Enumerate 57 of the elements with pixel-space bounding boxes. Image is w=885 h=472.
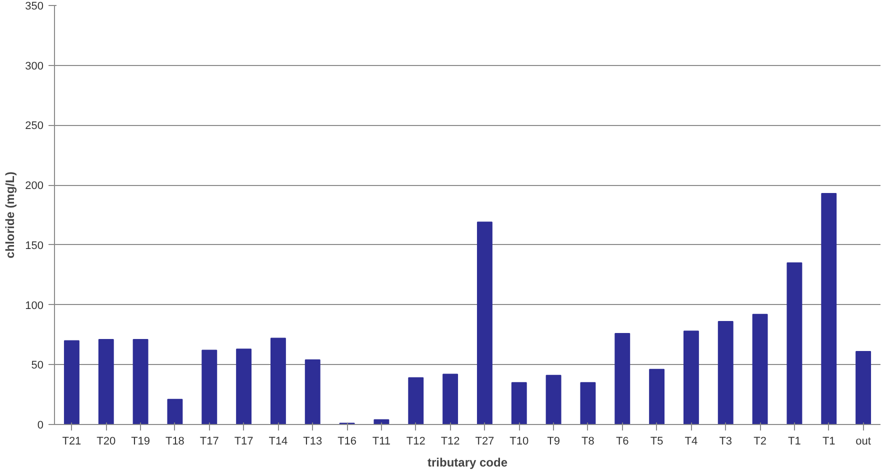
bar: [511, 382, 527, 424]
x-tick-label: T4: [684, 436, 698, 448]
bar: [132, 339, 148, 424]
x-tick-label: T19: [131, 436, 150, 448]
bar: [786, 262, 802, 424]
x-tick-label: T10: [510, 436, 529, 448]
bar: [236, 348, 252, 424]
bar: [856, 350, 872, 424]
bar: [752, 314, 768, 424]
bar: [476, 222, 492, 424]
x-tick-label: T16: [338, 436, 357, 448]
x-tick-label: T27: [475, 436, 494, 448]
bar: [374, 419, 390, 424]
x-tick-label: out: [856, 436, 871, 448]
bar: [821, 192, 837, 424]
x-tick-label: T8: [582, 436, 594, 448]
x-tick-label: T20: [96, 436, 116, 448]
bar: [546, 374, 562, 424]
y-tick-label: 50: [31, 360, 44, 372]
x-tick-label: T6: [616, 436, 629, 448]
x-tick-label: T17: [234, 436, 254, 448]
y-tick-label: 150: [25, 240, 44, 252]
bar: [304, 359, 320, 424]
x-tick-label: T17: [200, 436, 219, 448]
bar: [270, 338, 286, 424]
x-tick-label: T18: [165, 436, 184, 448]
x-tick-label: T3: [719, 436, 732, 448]
x-tick-label: T1: [822, 436, 836, 448]
y-tick-label: 250: [25, 120, 44, 132]
x-tick-label: T12: [406, 436, 426, 448]
bar: [683, 330, 699, 424]
x-tick-label: T2: [754, 436, 766, 448]
bar: [64, 340, 80, 424]
bar: [98, 339, 114, 424]
bar: [408, 377, 424, 424]
x-tick-label: T14: [268, 436, 288, 448]
x-tick-label: T21: [62, 436, 82, 448]
y-tick-label: 0: [37, 420, 44, 432]
bar: [718, 321, 734, 424]
y-tick-label: 100: [25, 300, 44, 312]
y-axis-title: chloride (mg/L): [3, 172, 18, 258]
x-tick-label: T9: [547, 436, 560, 448]
x-tick-label: T5: [650, 436, 664, 448]
y-tick-label: 300: [25, 60, 44, 72]
x-axis-title: tributary code: [427, 456, 508, 470]
x-tick-label: T12: [440, 436, 460, 448]
x-tick-label: T13: [303, 436, 322, 448]
bar: [649, 368, 665, 424]
y-tick-label: 350: [25, 0, 44, 12]
bar: [442, 374, 458, 424]
bar: [580, 382, 596, 424]
x-tick-label: T11: [372, 436, 391, 448]
x-tick-label: T1: [788, 436, 801, 448]
bar: [202, 350, 218, 424]
bar: [614, 333, 630, 424]
y-tick-label: 200: [25, 180, 44, 192]
bar: [167, 398, 183, 424]
